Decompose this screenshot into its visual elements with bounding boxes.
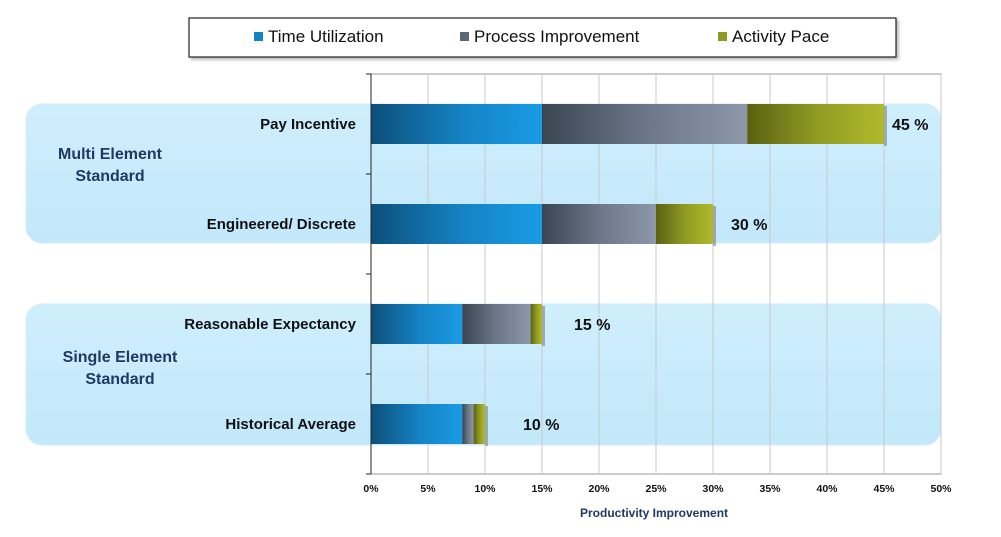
legend-swatch-process-improvement (460, 32, 469, 41)
x-tick-label: 40% (816, 483, 838, 495)
bar-shadow (713, 206, 716, 246)
data-label-reasonable-expectancy: 15 % (574, 317, 610, 334)
category-label-historical-average: Historical Average (225, 416, 356, 433)
bar-time-utilization-reasonable-expectancy (371, 304, 463, 344)
x-tick-label: 5% (420, 483, 436, 495)
group-label-single-line1: Single Element (63, 349, 178, 366)
x-axis-title: Productivity Improvement (580, 506, 728, 520)
x-tick-label: 50% (930, 483, 952, 495)
bars (371, 104, 887, 446)
bar-time-utilization-historical-average (371, 404, 463, 444)
data-label-engineered-discrete: 30 % (731, 217, 767, 234)
legend-swatch-activity-pace (718, 32, 727, 41)
bar-shadow (485, 406, 488, 446)
labels: 0% 5% 10% 15% 20% 25% 30% 35% 40% 45% 50% Pay Incen… (184, 116, 952, 495)
category-label-engineered-discrete: Engineered/ Discrete (207, 216, 356, 233)
data-label-pay-incentive: 45 % (892, 117, 928, 134)
x-tick-label: 30% (702, 483, 724, 495)
legend-label-activity-pace: Activity Pace (732, 27, 829, 46)
group-label-multi-line1: Multi Element (58, 146, 163, 163)
bar-activity-pace-reasonable-expectancy (530, 304, 542, 344)
x-tick-label: 35% (759, 483, 781, 495)
legend-swatch-time-utilization (254, 32, 263, 41)
bar-time-utilization-pay-incentive (371, 104, 542, 144)
bar-shadow (884, 106, 887, 146)
x-tick-label: 45% (873, 483, 895, 495)
bar-time-utilization-engineered-discrete (371, 204, 542, 244)
x-tick-label: 25% (645, 483, 667, 495)
bar-process-improvement-engineered-discrete (542, 204, 656, 244)
bar-shadow (542, 306, 545, 346)
data-label-historical-average: 10 % (523, 417, 559, 434)
x-tick-label: 0% (363, 483, 379, 495)
bar-process-improvement-pay-incentive (542, 104, 748, 144)
group-label-single-line2: Standard (85, 371, 154, 388)
legend-label-time-utilization: Time Utilization (268, 27, 384, 46)
bar-process-improvement-historical-average (462, 404, 474, 444)
legend-label-process-improvement: Process Improvement (474, 27, 640, 46)
group-label-multi-line2: Standard (75, 168, 144, 185)
x-tick-label: 15% (531, 483, 553, 495)
bar-activity-pace-engineered-discrete (656, 204, 713, 244)
legend: Time Utilization Process Improvement Act… (188, 17, 897, 58)
category-label-pay-incentive: Pay Incentive (260, 116, 356, 133)
x-tick-label: 20% (588, 483, 610, 495)
category-label-reasonable-expectancy: Reasonable Expectancy (184, 316, 356, 333)
x-tick-label: 10% (474, 483, 496, 495)
bar-process-improvement-reasonable-expectancy (462, 304, 531, 344)
bar-activity-pace-pay-incentive (747, 104, 884, 144)
bar-activity-pace-historical-average (473, 404, 485, 444)
